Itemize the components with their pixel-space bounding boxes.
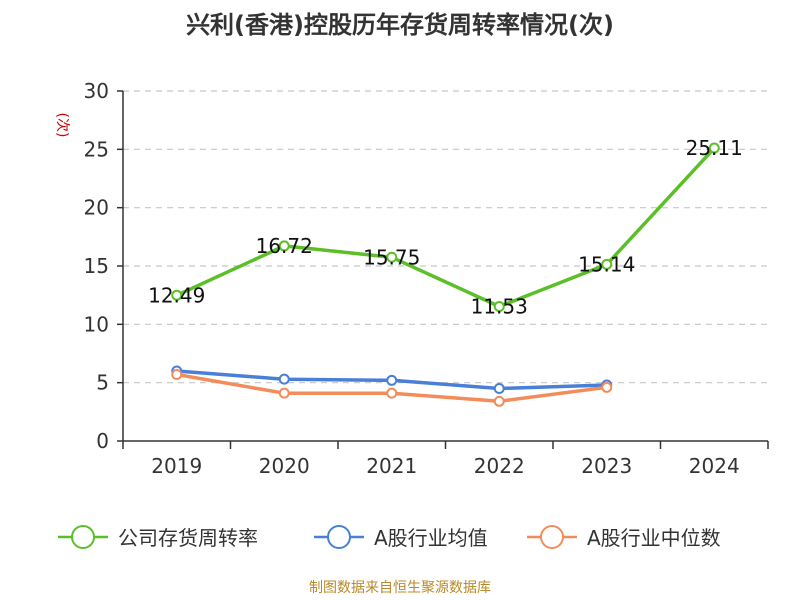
y-tick-label-15: 15 [84, 254, 109, 278]
source-note: 制图数据来自恒生聚源数据库 [309, 580, 491, 596]
data-point-s3-2021 [386, 387, 398, 399]
data-point-s3-2023 [601, 381, 613, 393]
data-label-2019: 12.49 [148, 283, 205, 307]
data-labels: 12.49 16.72 15.75 11.53 15.14 25.11 [148, 136, 743, 318]
legend-label-3: A股行业中位数 [587, 526, 721, 550]
x-tick-label-2024: 2024 [689, 454, 740, 478]
data-label-2023: 15.14 [578, 252, 635, 276]
data-point-s1-2019 [171, 289, 183, 301]
axes: 0 5 10 15 20 25 30 2019 2020 2021 2022 2023 2024 [84, 79, 769, 478]
legend-marker-3 [540, 525, 564, 549]
data-point-s1-2021 [386, 251, 398, 263]
legend-marker-1 [71, 525, 95, 549]
data-label-2024: 25.11 [686, 136, 743, 160]
data-label-2022: 11.53 [471, 294, 528, 318]
y-tick-label-10: 10 [84, 312, 109, 336]
x-tick-label-2019: 2019 [151, 454, 202, 478]
x-tick-label-2022: 2022 [474, 454, 525, 478]
legend-label-2: A股行业均值 [374, 526, 488, 550]
data-label-2020: 16.72 [256, 234, 313, 258]
x-tick-label-2021: 2021 [366, 454, 417, 478]
y-tick-label-25: 25 [84, 137, 109, 161]
data-point-s3-2020 [278, 387, 290, 399]
data-point-s3-2022 [493, 395, 505, 407]
y-tick-label-0: 0 [96, 429, 109, 453]
legend-marker-2 [327, 525, 351, 549]
legend-item-3[interactable]: A股行业中位数 [527, 525, 721, 550]
data-point-s2-2022 [493, 383, 505, 394]
legend-item-2[interactable]: A股行业均值 [314, 525, 488, 550]
legend-label-1: 公司存货周转率 [118, 526, 258, 550]
series-line-1 [175, 146, 717, 309]
data-point-s1-2020 [278, 240, 290, 252]
y-tick-label-20: 20 [84, 196, 109, 220]
data-point-s3-2019 [171, 369, 183, 380]
data-point-s2-2021 [386, 374, 398, 386]
data-point-s1-2022 [493, 300, 505, 312]
x-tick-label-2023: 2023 [581, 454, 632, 478]
grid-lines [123, 90, 768, 384]
legend[interactable]: 公司存货周转率 A股行业均值 A股行业中位数 [58, 525, 721, 550]
y-tick-label-5: 5 [96, 371, 109, 395]
data-label-2021: 15.75 [363, 245, 420, 269]
data-point-s1-2024 [708, 142, 720, 154]
legend-item-1[interactable]: 公司存货周转率 [58, 525, 258, 550]
data-point-s2-2020 [278, 373, 290, 385]
y-tick-label-30: 30 [84, 79, 109, 103]
series-lines [171, 142, 720, 407]
y-axis-unit-label: (次) [54, 113, 70, 138]
chart-title: 兴利(香港)控股历年存货周转率情况(次) [186, 11, 614, 39]
data-point-s1-2023 [601, 258, 613, 270]
x-tick-label-2020: 2020 [259, 454, 310, 478]
